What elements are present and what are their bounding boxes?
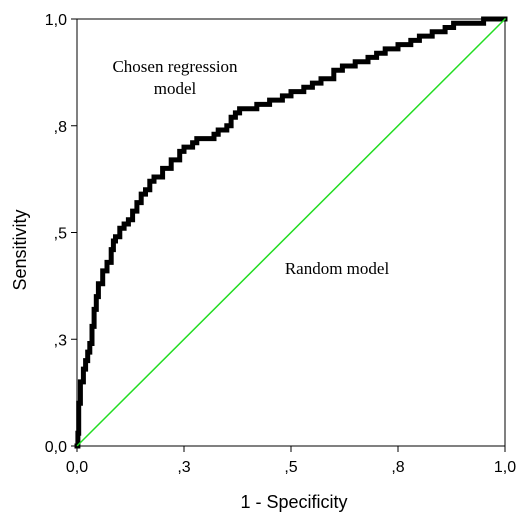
- x-tick-label-3: ,8: [391, 459, 404, 476]
- annotation-chosen-line1: Chosen regression: [112, 57, 238, 76]
- y-tick-label-1: ,3: [54, 332, 67, 349]
- y-tick-label-0: 0,0: [45, 439, 67, 456]
- y-tick-label-2: ,5: [54, 226, 67, 243]
- x-tick-label-1: ,3: [177, 459, 190, 476]
- annotation-random-model: Random model: [285, 259, 390, 278]
- annotation-chosen-line2: model: [154, 79, 197, 98]
- x-tick-label-0: 0,0: [66, 459, 88, 476]
- y-tick-label-4: 1,0: [45, 12, 67, 29]
- roc-curve-chosen-model: [74, 16, 508, 449]
- x-tick-label-2: ,5: [284, 459, 297, 476]
- x-tick-label-4: 1,0: [494, 459, 516, 476]
- y-axis-label: Sensitivity: [10, 209, 30, 290]
- x-axis-label: 1 - Specificity: [240, 492, 347, 512]
- y-tick-label-3: ,8: [54, 119, 67, 136]
- plot-area: 0,0 ,3 ,5 ,8 1,0 0,0 ,3 ,5 ,8 1,0: [45, 12, 516, 476]
- roc-line-random-model: [75, 17, 507, 448]
